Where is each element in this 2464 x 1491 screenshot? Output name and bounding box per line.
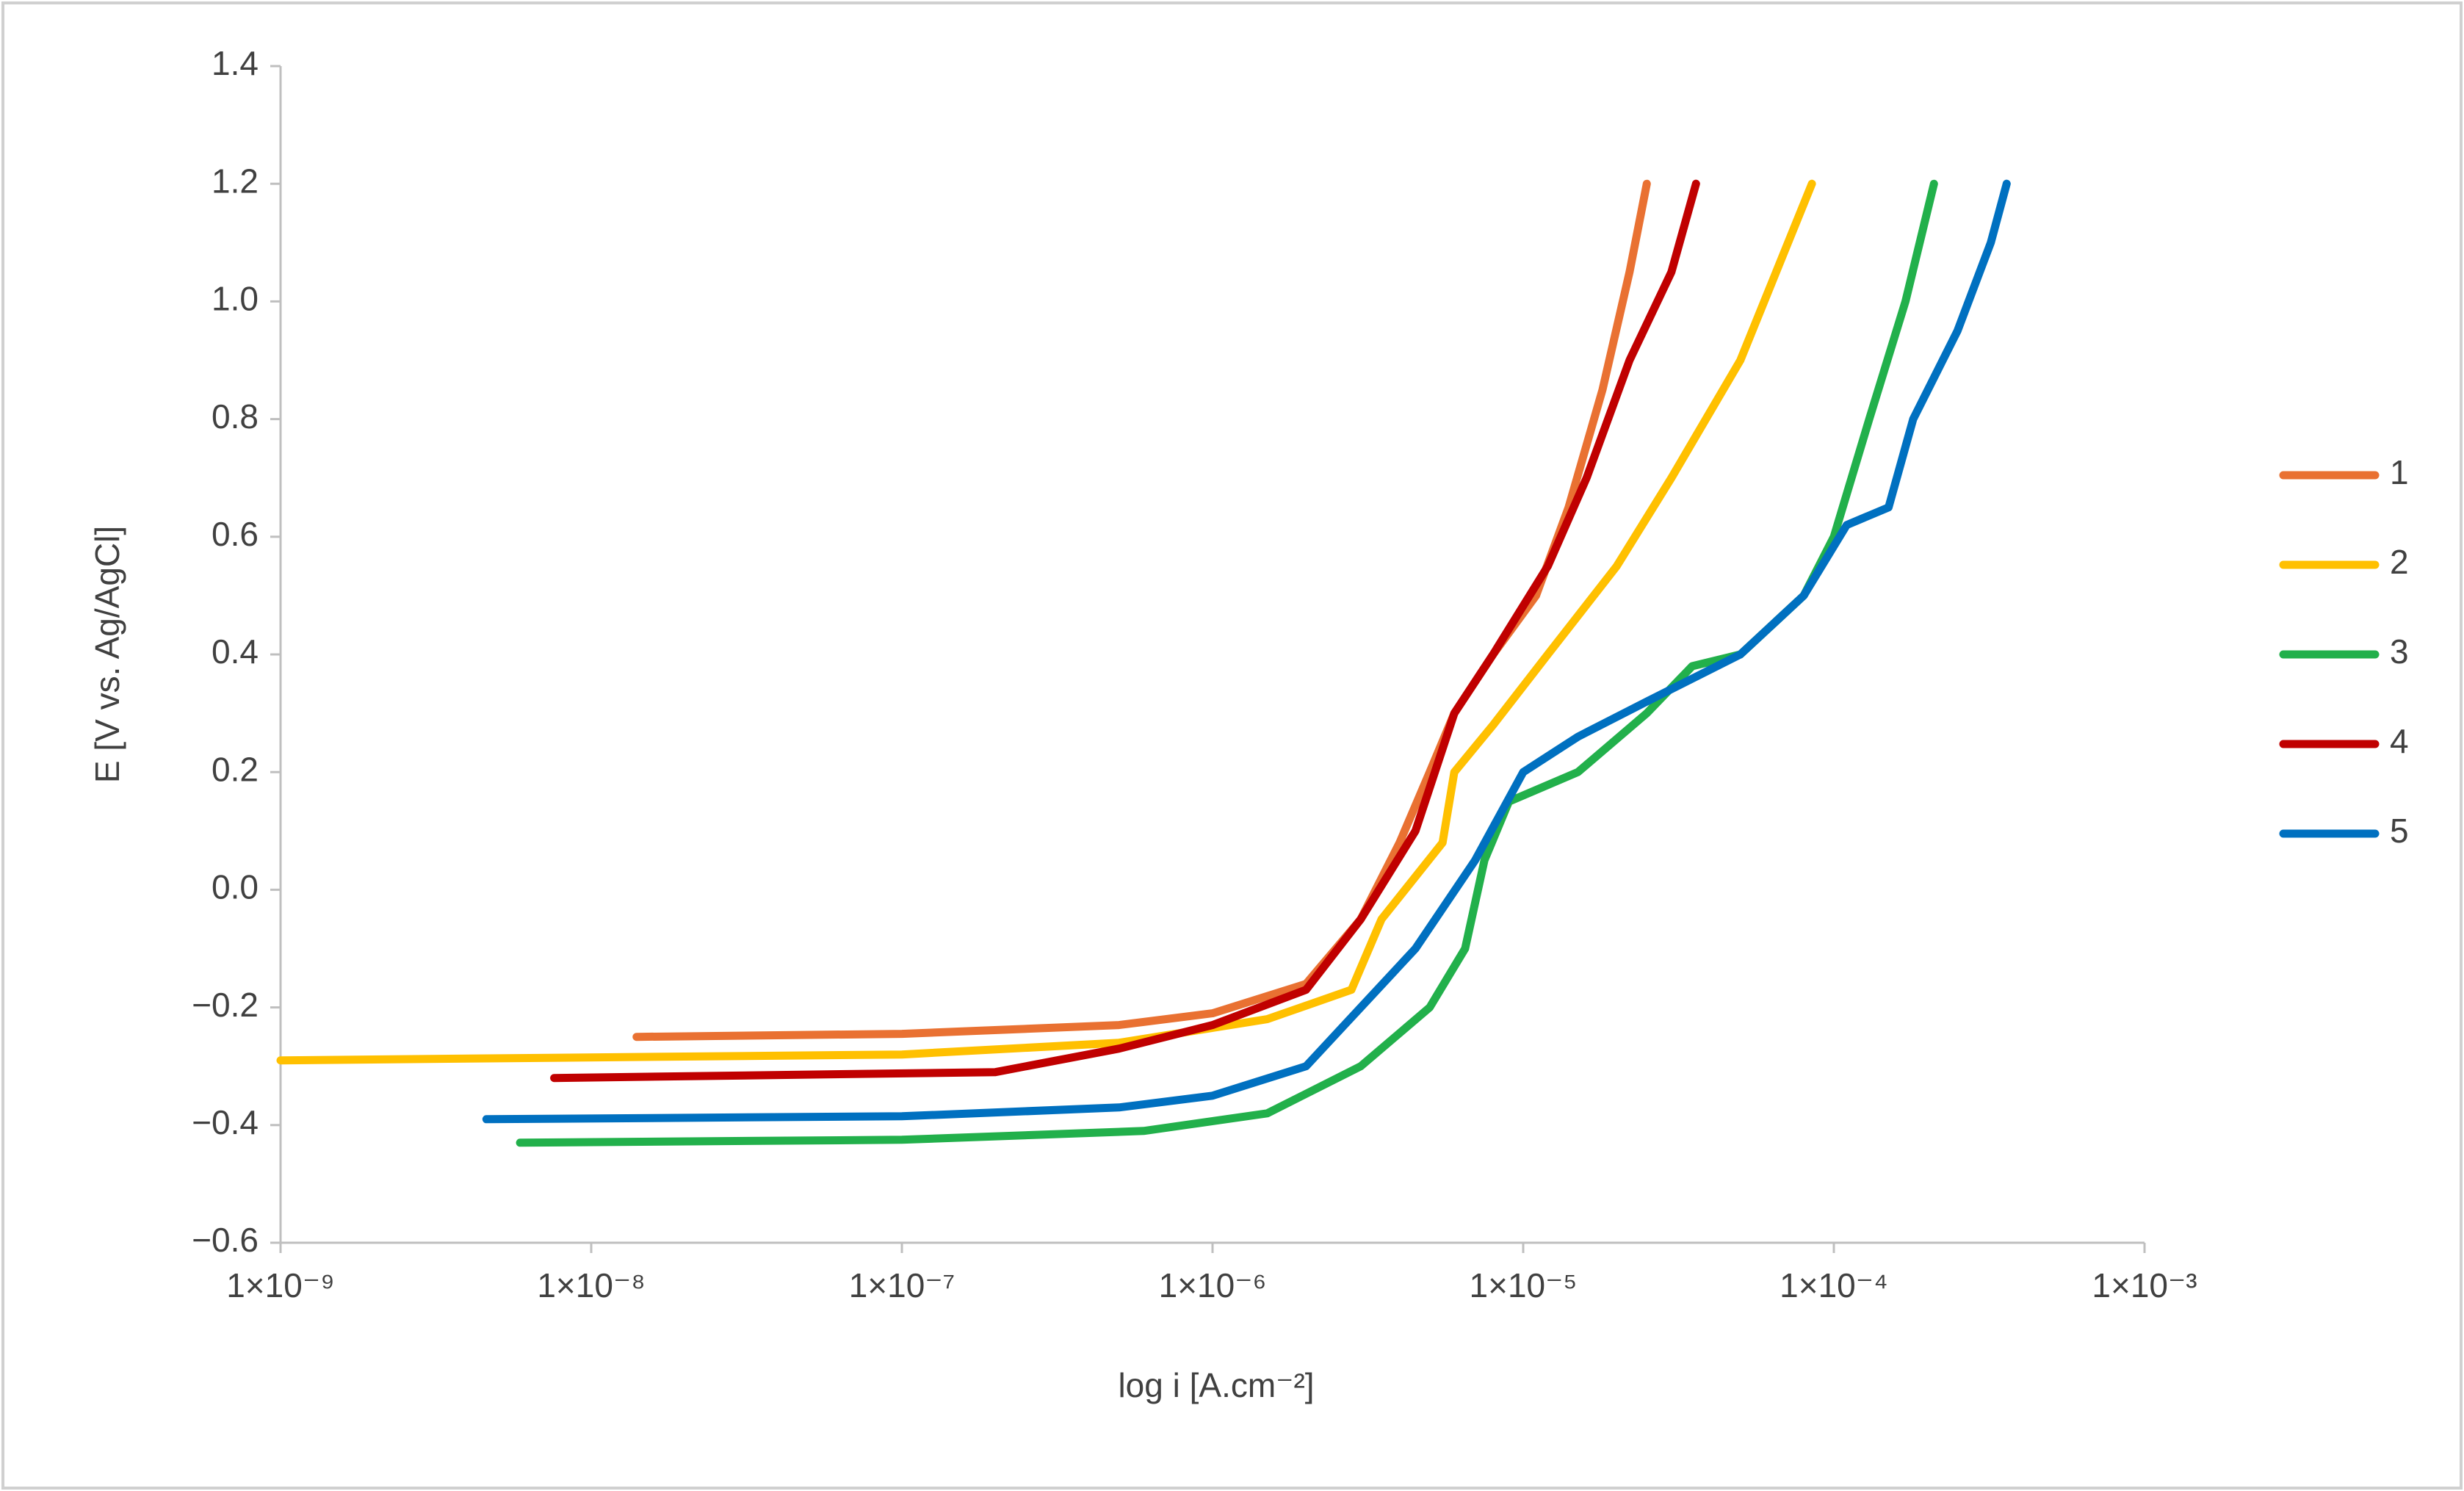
x-tick-label: 1×10⁻⁴: [1780, 1266, 1888, 1304]
y-tick-label: 0.4: [212, 632, 259, 671]
legend-label: 3: [2390, 632, 2409, 671]
y-tick-label: 1.4: [212, 44, 259, 82]
x-tick-label: 1×10⁻⁹: [226, 1266, 335, 1304]
x-tick-label: 1×10⁻⁷: [849, 1266, 955, 1304]
y-tick-label: 1.2: [212, 162, 259, 200]
y-tick-label: 0.2: [212, 750, 259, 788]
y-tick-label: −0.6: [192, 1221, 259, 1259]
y-tick-label: 0.8: [212, 397, 259, 436]
y-tick-label: 1.0: [212, 280, 259, 318]
y-tick-label: 0.0: [212, 868, 259, 906]
y-tick-label: 0.6: [212, 515, 259, 553]
line-series: [516, 179, 1938, 1147]
x-tick-label: 1×10⁻⁵: [1470, 1266, 1578, 1304]
legend-label: 1: [2390, 453, 2409, 491]
legend-label: 2: [2390, 543, 2409, 581]
y-tick-label: −0.2: [192, 986, 259, 1024]
x-tick-label: 1×10⁻⁶: [1159, 1266, 1267, 1304]
y-axis-label: E [V vs. Ag/AgCl]: [88, 526, 126, 783]
line-series: [482, 179, 2011, 1124]
x-axis-label: log i [A.cm⁻²]: [1118, 1366, 1314, 1404]
y-tick-label: −0.4: [192, 1103, 259, 1141]
line-series: [550, 179, 1700, 1083]
x-tick-label: 1×10⁻³: [2092, 1266, 2197, 1304]
line-series: [632, 179, 1651, 1041]
legend-label: 5: [2390, 812, 2409, 850]
legend-label: 4: [2390, 722, 2409, 760]
x-tick-label: 1×10⁻⁸: [537, 1266, 645, 1304]
